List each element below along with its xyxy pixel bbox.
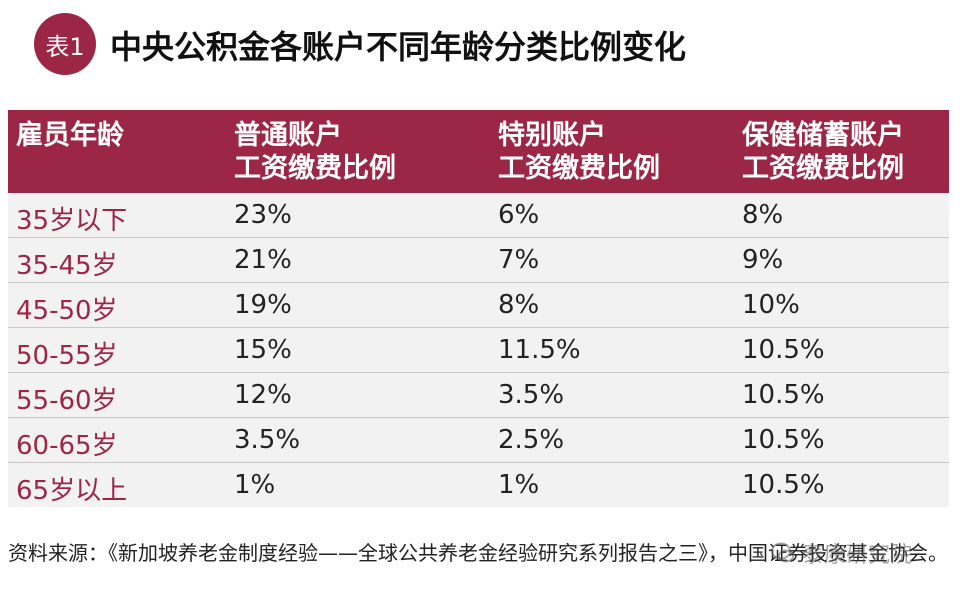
- special-rate-cell: 2.5%: [498, 425, 565, 455]
- column-header-age: 雇员年龄: [16, 120, 124, 151]
- table-header: 雇员年龄 普通账户 工资缴费比例 特别账户 工资缴费比例 保健储蓄账户 工资缴费…: [8, 110, 949, 193]
- contribution-table: 雇员年龄 普通账户 工资缴费比例 特别账户 工资缴费比例 保健储蓄账户 工资缴费…: [8, 110, 949, 507]
- medisave-rate-cell: 10.5%: [742, 335, 825, 365]
- age-cell: 65岁以上: [16, 476, 128, 506]
- medisave-rate-cell: 10.5%: [742, 380, 825, 410]
- age-cell: 35岁以下: [16, 206, 128, 236]
- table-row: 55-60岁 12% 3.5% 10.5%: [8, 373, 949, 418]
- ordinary-rate-cell: 12%: [234, 380, 292, 410]
- table-row: 35岁以下 23% 6% 8%: [8, 193, 949, 238]
- table-row: 60-65岁 3.5% 2.5% 10.5%: [8, 418, 949, 463]
- age-cell: 55-60岁: [16, 386, 118, 416]
- medisave-rate-cell: 10.5%: [742, 425, 825, 455]
- ordinary-rate-cell: 21%: [234, 245, 292, 275]
- medisave-rate-cell: 8%: [742, 200, 784, 230]
- age-cell: 50-55岁: [16, 341, 118, 371]
- special-rate-cell: 1%: [498, 470, 540, 500]
- wechat-icon: [771, 542, 794, 563]
- age-cell: 35-45岁: [16, 251, 118, 281]
- medisave-rate-cell: 10%: [742, 290, 800, 320]
- medisave-rate-cell: 10.5%: [742, 470, 825, 500]
- table-row: 45-50岁 19% 8% 10%: [8, 283, 949, 328]
- column-header-medisave-account: 保健储蓄账户 工资缴费比例: [742, 120, 904, 184]
- watermark: 泰康研究院: [770, 537, 912, 569]
- watermark-text: 泰康研究院: [802, 543, 913, 568]
- special-rate-cell: 8%: [498, 290, 540, 320]
- special-rate-cell: 7%: [498, 245, 540, 275]
- table-number-badge: 表1: [34, 13, 96, 75]
- table-row: 50-55岁 15% 11.5% 10.5%: [8, 328, 949, 373]
- age-cell: 45-50岁: [16, 296, 118, 326]
- table-row: 35-45岁 21% 7% 9%: [8, 238, 949, 283]
- page-title: 中央公积金各账户不同年龄分类比例变化: [110, 28, 687, 66]
- ordinary-rate-cell: 3.5%: [234, 425, 301, 455]
- column-header-ordinary-account: 普通账户 工资缴费比例: [234, 120, 396, 184]
- table-body: 35岁以下 23% 6% 8% 35-45岁 21% 7% 9% 45-50岁 …: [8, 193, 949, 507]
- page-header: 表1 中央公积金各账户不同年龄分类比例变化: [0, 0, 963, 100]
- ordinary-rate-cell: 19%: [234, 290, 292, 320]
- special-rate-cell: 6%: [498, 200, 540, 230]
- column-header-special-account: 特别账户 工资缴费比例: [498, 120, 660, 184]
- ordinary-rate-cell: 15%: [234, 335, 292, 365]
- ordinary-rate-cell: 1%: [234, 470, 276, 500]
- age-cell: 60-65岁: [16, 431, 118, 461]
- special-rate-cell: 3.5%: [498, 380, 565, 410]
- special-rate-cell: 11.5%: [498, 335, 581, 365]
- table-row: 65岁以上 1% 1% 10.5%: [8, 463, 949, 507]
- medisave-rate-cell: 9%: [742, 245, 784, 275]
- ordinary-rate-cell: 23%: [234, 200, 292, 230]
